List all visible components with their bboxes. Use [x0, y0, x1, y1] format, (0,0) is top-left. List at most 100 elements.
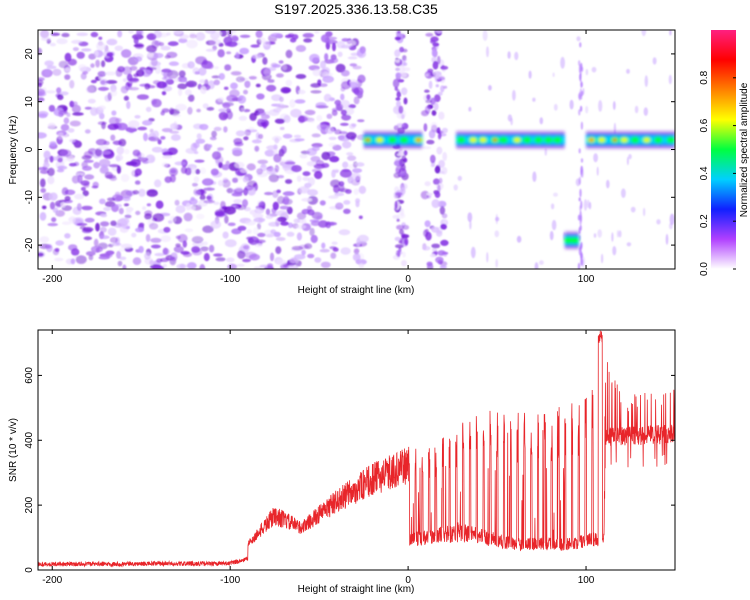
- noise-blob: [74, 193, 85, 200]
- noise-blob: [282, 64, 287, 71]
- noise-blob: [206, 106, 215, 111]
- noise-blob: [83, 151, 94, 158]
- noise-blob: [100, 213, 108, 218]
- noise-blob: [580, 121, 584, 130]
- noise-blob: [314, 170, 323, 180]
- noise-blob: [202, 178, 214, 186]
- noise-blob: [532, 171, 537, 182]
- noise-blob: [50, 32, 61, 36]
- noise-blob: [289, 99, 296, 108]
- noise-blob: [329, 57, 339, 64]
- noise-blob: [100, 221, 110, 227]
- noise-blob: [302, 176, 310, 181]
- noise-blob: [166, 51, 178, 59]
- noise-blob: [161, 128, 173, 133]
- noise-blob: [626, 68, 630, 74]
- noise-blob: [255, 30, 263, 38]
- noise-blob: [398, 246, 402, 253]
- noise-blob: [120, 85, 129, 94]
- noise-blob: [132, 190, 140, 195]
- noise-blob: [237, 250, 246, 259]
- noise-blob: [93, 238, 99, 247]
- noise-blob: [185, 203, 191, 211]
- noise-blob: [76, 32, 89, 37]
- noise-blob: [296, 232, 302, 241]
- noise-blob: [593, 153, 598, 163]
- noise-blob: [38, 132, 47, 139]
- noise-blob: [438, 76, 445, 81]
- noise-blob: [88, 254, 94, 261]
- noise-blob: [159, 257, 170, 263]
- noise-blob: [618, 230, 622, 238]
- noise-blob: [343, 208, 351, 214]
- noise-blob: [202, 241, 208, 246]
- noise-blob: [117, 260, 123, 267]
- noise-blob: [141, 69, 152, 77]
- noise-blob: [153, 30, 162, 39]
- noise-blob: [396, 89, 400, 94]
- noise-blob: [177, 233, 188, 243]
- track-hotspot: [630, 136, 640, 144]
- noise-blob: [432, 71, 442, 76]
- noise-blob: [275, 237, 286, 241]
- noise-blob: [560, 56, 565, 69]
- noise-blob: [309, 227, 315, 237]
- noise-blob: [316, 115, 323, 122]
- noise-blob: [432, 60, 439, 70]
- noise-blob: [395, 244, 404, 249]
- noise-blob: [257, 111, 266, 116]
- noise-blob: [221, 164, 230, 171]
- noise-blob: [358, 185, 367, 194]
- noise-blob: [193, 151, 199, 155]
- noise-blob: [335, 202, 344, 210]
- noise-blob: [242, 258, 251, 263]
- noise-blob: [82, 165, 92, 171]
- noise-blob: [84, 217, 95, 223]
- noise-blob: [246, 180, 258, 188]
- noise-blob: [397, 30, 401, 34]
- noise-blob: [248, 126, 255, 131]
- noise-blob: [121, 49, 132, 58]
- noise-blob: [431, 110, 437, 116]
- noise-blob: [395, 72, 402, 78]
- noise-blob: [118, 248, 125, 252]
- noise-blob: [395, 97, 401, 101]
- noise-blob: [392, 214, 400, 219]
- noise-blob: [227, 222, 236, 227]
- noise-blob: [90, 107, 98, 116]
- noise-blob: [144, 252, 151, 260]
- noise-blob: [72, 112, 84, 116]
- noise-blob: [196, 213, 205, 220]
- noise-blob: [143, 132, 148, 142]
- track-hotspot-peak: [589, 138, 594, 142]
- noise-blob: [439, 265, 447, 269]
- y-tick-label: 400: [24, 431, 35, 448]
- noise-blob: [192, 182, 198, 187]
- noise-blob: [158, 42, 165, 47]
- noise-blob: [482, 30, 488, 41]
- noise-blob: [285, 34, 293, 39]
- noise-blob: [218, 108, 227, 113]
- noise-blob: [178, 70, 186, 78]
- noise-blob: [71, 104, 81, 114]
- noise-blob: [95, 59, 100, 68]
- noise-blob: [64, 74, 71, 80]
- noise-blob: [210, 220, 222, 229]
- noise-blob: [304, 109, 316, 116]
- noise-blob: [169, 130, 180, 134]
- noise-blob: [45, 90, 56, 94]
- noise-blob: [51, 217, 57, 223]
- noise-blob: [630, 206, 636, 213]
- noise-blob: [206, 195, 212, 200]
- noise-blob: [116, 146, 125, 155]
- noise-blob: [84, 106, 93, 110]
- track-inner: [586, 135, 675, 144]
- noise-blob: [224, 239, 237, 248]
- snr-panel: -200 -100 0 100 0 200 400 600 Height of straigh…: [8, 329, 676, 595]
- noise-blob: [131, 232, 137, 238]
- noise-blob: [668, 74, 672, 85]
- noise-blob: [275, 246, 282, 255]
- noise-blob: [226, 94, 238, 102]
- noise-blob: [435, 84, 439, 88]
- noise-blob: [580, 158, 584, 163]
